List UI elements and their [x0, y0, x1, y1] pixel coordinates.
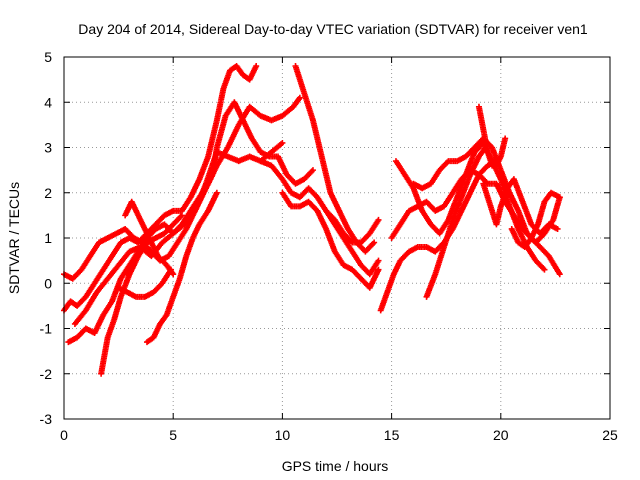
data-series-16: [388, 167, 563, 278]
data-series-1: [61, 63, 260, 314]
y-tick-label: 3: [44, 140, 52, 156]
data-series-7: [115, 266, 175, 300]
data-point-marker: [178, 212, 185, 219]
y-tick-label: -3: [40, 411, 53, 427]
axis-ticks: 0 5 10 15 20 25 -3 -2 -1 0 1 2 3 4 5: [40, 49, 618, 443]
data-point-marker: [556, 271, 563, 278]
data-point-marker: [375, 257, 382, 264]
data-point-marker: [554, 225, 561, 232]
y-tick-label: -2: [40, 366, 53, 382]
data-point-marker: [296, 94, 303, 101]
y-tick-label: 0: [44, 275, 52, 291]
data-point-marker: [375, 266, 382, 273]
data-series-12: [323, 207, 382, 246]
data-series-9: [292, 63, 378, 255]
x-tick-label: 15: [384, 427, 400, 443]
y-tick-label: 4: [44, 94, 52, 110]
data-series-20: [508, 189, 563, 251]
data-series-4: [71, 139, 286, 327]
data-series-18: [475, 103, 509, 169]
data-points: [61, 63, 563, 377]
data-series-19: [480, 176, 561, 237]
x-tick-label: 10: [275, 427, 291, 443]
data-point-marker: [253, 63, 260, 70]
x-axis-label: GPS time / hours: [282, 458, 389, 474]
data-point-marker: [309, 167, 316, 174]
chart-title: Day 204 of 2014, Sidereal Day-to-day VTE…: [78, 21, 588, 37]
y-tick-label: 5: [44, 49, 52, 65]
x-tick-label: 5: [169, 427, 177, 443]
x-tick-label: 25: [602, 427, 618, 443]
y-axis-label: SDTVAR / TECUs: [6, 182, 22, 294]
data-series-3: [65, 94, 303, 346]
data-point-marker: [556, 194, 563, 201]
data-series-11: [279, 189, 382, 291]
data-series-6: [122, 198, 177, 278]
y-tick-label: -1: [40, 321, 53, 337]
x-tick-label: 20: [493, 427, 509, 443]
x-tick-label: 0: [60, 427, 68, 443]
data-series-17: [423, 144, 489, 300]
data-point-marker: [170, 271, 177, 278]
data-series-8: [143, 189, 220, 346]
data-point-marker: [502, 135, 509, 142]
grid-lines: [64, 57, 610, 419]
data-series-5: [98, 212, 185, 377]
data-point-marker: [375, 216, 382, 223]
data-point-marker: [371, 239, 378, 246]
y-tick-label: 1: [44, 230, 52, 246]
data-point-marker: [168, 266, 175, 273]
data-point-marker: [213, 189, 220, 196]
y-tick-label: 2: [44, 185, 52, 201]
data-point-marker: [279, 139, 286, 146]
data-point-marker: [541, 266, 548, 273]
